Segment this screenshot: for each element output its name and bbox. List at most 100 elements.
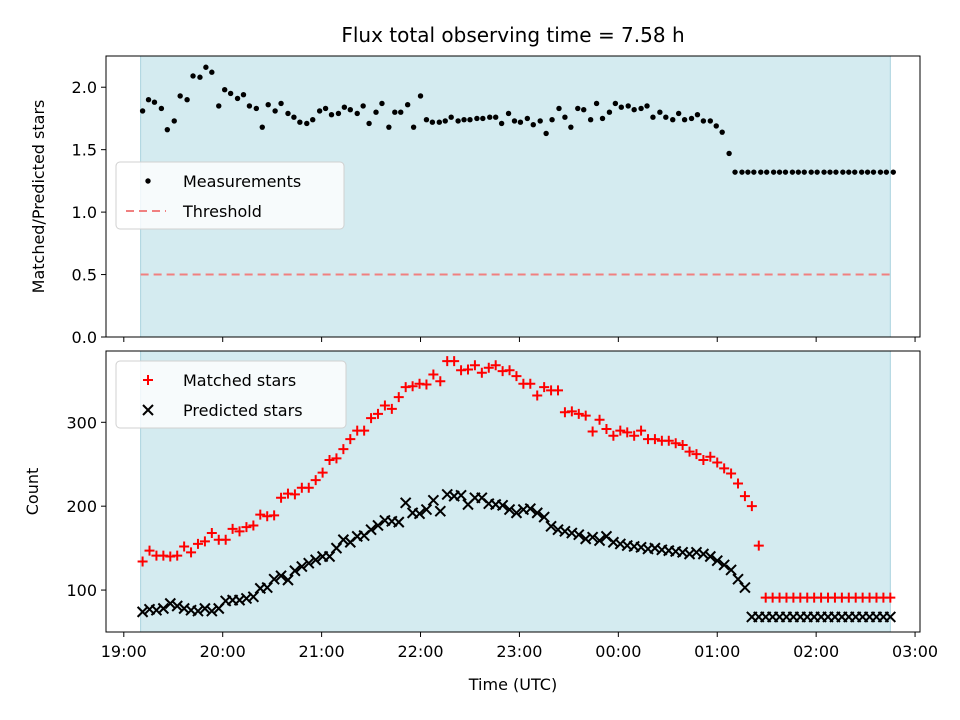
predicted-star-point <box>524 502 537 515</box>
measurement-point <box>707 118 714 124</box>
measurement-point <box>278 100 284 107</box>
predicted-star-point <box>725 564 737 576</box>
matched-star-point <box>317 467 328 478</box>
measurement-point <box>827 169 833 175</box>
measurement-point <box>184 97 190 103</box>
measurement-point <box>240 92 247 98</box>
measurement-point <box>410 124 417 130</box>
matched-star-point <box>338 444 349 455</box>
y-tick-label: 0.0 <box>72 328 97 347</box>
measurement-point <box>171 118 177 124</box>
measurement-point <box>164 126 171 133</box>
matched-star-point <box>248 520 259 531</box>
matched-star-point <box>539 382 550 393</box>
measurement-point <box>291 114 297 120</box>
measurement-point <box>221 87 228 93</box>
predicted-star-point <box>289 565 301 577</box>
measurement-point <box>511 118 518 124</box>
measurement-point <box>398 109 404 115</box>
x-axis-label: Time (UTC) <box>468 675 557 694</box>
matched-star-point <box>615 425 626 436</box>
measurement-point <box>549 116 555 123</box>
predicted-star-point <box>711 554 723 567</box>
measurement-point <box>599 115 606 122</box>
predicted-star-point <box>434 505 447 517</box>
measurement-point <box>650 114 656 120</box>
measurement-point <box>808 169 814 175</box>
y-tick-label: 300 <box>66 413 97 432</box>
x-tick-label: 22:00 <box>397 642 443 661</box>
measurement-point <box>795 169 802 175</box>
axes-frame <box>105 55 921 338</box>
y-axis-label: Matched/Predicted stars <box>29 100 48 294</box>
predicted-star-point <box>247 591 260 603</box>
measurement-point <box>719 129 725 135</box>
predicted-star-point <box>496 499 509 512</box>
legend-label: Threshold <box>182 202 262 221</box>
predicted-star-point <box>192 605 204 617</box>
measurement-point <box>700 118 707 124</box>
measurement-point <box>713 123 719 129</box>
predicted-star-point <box>593 534 606 547</box>
matched-star-point <box>663 435 674 446</box>
predicted-star-point <box>683 548 696 560</box>
predicted-star-point <box>171 600 183 612</box>
matched-star-point <box>573 408 584 419</box>
predicted-star-point <box>510 507 523 519</box>
predicted-star-point <box>372 519 384 532</box>
matched-star-point <box>199 536 210 547</box>
matched-star-point <box>476 367 487 378</box>
matched-star-point <box>186 547 197 558</box>
x-tick-label: 03:00 <box>892 642 938 661</box>
measurement-point <box>644 103 650 109</box>
measurement-point <box>877 169 884 175</box>
predicted-star-point <box>559 525 571 538</box>
matched-star-point <box>179 541 190 552</box>
measurement-point <box>341 104 348 110</box>
predicted-star-point <box>573 528 585 541</box>
y-axis-label: Count <box>23 468 42 516</box>
measurement-point <box>487 114 493 120</box>
chart-title: Flux total observing time = 7.58 h <box>341 23 684 47</box>
measurement-point <box>814 169 820 175</box>
measurement-point <box>593 100 600 107</box>
measurement-point <box>575 105 581 112</box>
matched-star-point <box>594 414 605 425</box>
matched-star-point <box>566 406 577 417</box>
measurement-point <box>328 111 335 118</box>
measurement-point <box>801 169 807 175</box>
matched-star-point <box>601 424 612 435</box>
matched-star-point <box>289 489 300 500</box>
predicted-star-point <box>718 559 730 571</box>
measurement-point <box>663 114 669 120</box>
measurement-point <box>864 169 871 175</box>
legend-label: Matched stars <box>183 371 296 390</box>
measurement-point <box>442 118 448 124</box>
predicted-star-point <box>164 597 176 610</box>
predicted-star-point <box>690 546 703 559</box>
predicted-star-point <box>136 606 149 618</box>
matched-star-point <box>359 425 370 436</box>
axes-frame <box>105 350 921 633</box>
measurement-point <box>505 110 512 117</box>
predicted-star-point <box>579 533 592 545</box>
matched-star-point <box>372 408 383 419</box>
measurement-point <box>492 114 499 120</box>
measurement-point <box>304 120 310 127</box>
matched-star-point <box>393 392 404 403</box>
predicted-star-point <box>676 546 689 559</box>
measurement-point <box>688 115 695 122</box>
matched-star-point <box>739 491 750 502</box>
matched-star-point <box>677 439 688 450</box>
measurement-point <box>227 90 234 97</box>
measurement-point <box>543 130 549 137</box>
y-tick-label: 0.5 <box>72 266 97 285</box>
measurement-point <box>386 124 392 130</box>
predicted-star-point <box>157 602 170 615</box>
measurement-point <box>354 110 360 117</box>
predicted-star-point <box>455 489 467 501</box>
measurement-point <box>259 124 265 130</box>
measurement-point <box>455 118 461 124</box>
matched-star-point <box>428 369 439 380</box>
